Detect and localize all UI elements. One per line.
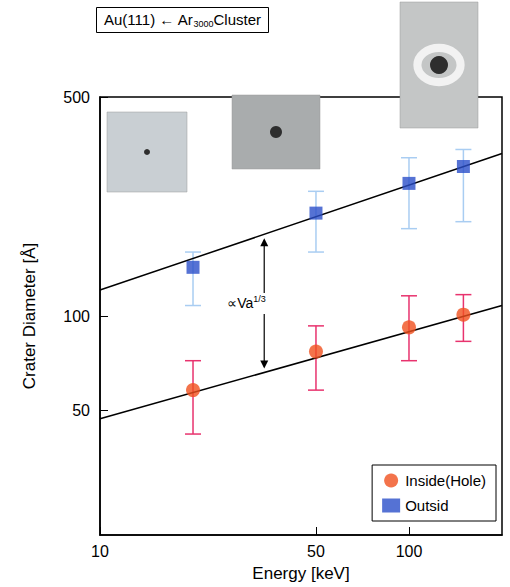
svg-text:50: 50 <box>307 543 325 560</box>
svg-text:Outsid: Outsid <box>405 497 448 514</box>
svg-text:Au(111) ← Ar: Au(111) ← Ar <box>104 11 193 28</box>
svg-text:∝Va: ∝Va <box>227 295 253 311</box>
svg-text:Energy [keV]: Energy [keV] <box>252 564 349 583</box>
svg-text:500: 500 <box>63 89 90 106</box>
svg-text:Inside(Hole): Inside(Hole) <box>405 472 486 489</box>
svg-text:1/3: 1/3 <box>253 294 266 304</box>
svg-text:3000: 3000 <box>193 19 213 29</box>
svg-text:Cluster: Cluster <box>213 11 261 28</box>
svg-text:10: 10 <box>91 543 109 560</box>
svg-text:100: 100 <box>396 543 423 560</box>
svg-text:50: 50 <box>72 402 90 419</box>
svg-text:100: 100 <box>63 308 90 325</box>
svg-text:Crater Diameter [Å]: Crater Diameter [Å] <box>20 243 39 389</box>
